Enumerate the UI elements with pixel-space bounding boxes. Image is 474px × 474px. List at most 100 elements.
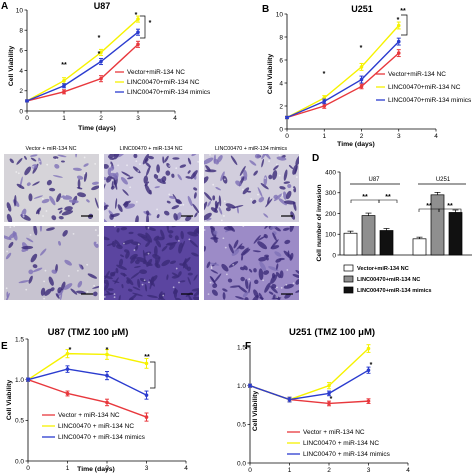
stained-cell — [168, 230, 174, 234]
stained-cell — [204, 176, 209, 184]
stained-cell — [171, 173, 175, 178]
stained-cell — [209, 262, 220, 266]
panel-b-legend-3: LINC00470+miR-134 mimics — [388, 97, 472, 104]
stained-cell — [149, 283, 152, 290]
panel-b-letter: B — [262, 4, 269, 15]
membrane-pore — [97, 208, 99, 211]
panel-e-star-3: ** — [144, 354, 150, 361]
stained-cell — [116, 264, 127, 271]
stained-cell — [276, 263, 279, 270]
x-tick-label: 1 — [322, 133, 326, 140]
stained-cell — [212, 195, 216, 201]
stained-cell — [122, 189, 129, 196]
panel-d-ylabel: Cell number of invasion — [316, 184, 323, 261]
stained-cell — [181, 240, 185, 249]
membrane-pore — [264, 177, 267, 180]
membrane-pore — [210, 267, 213, 270]
stained-cell — [115, 267, 119, 274]
panel-e-xlabel: Time (days) — [77, 466, 115, 473]
x-tick-label: 1 — [66, 465, 70, 472]
panel-b-title: U251 — [351, 4, 373, 14]
stained-cell — [18, 280, 30, 284]
stained-cell — [207, 200, 211, 207]
stained-cell — [21, 245, 34, 250]
stained-cell — [169, 260, 176, 265]
stained-cell — [49, 195, 56, 206]
panel-d-letter: D — [312, 153, 319, 164]
panel-a-star-3: * — [98, 51, 101, 58]
stained-cell — [240, 276, 245, 282]
series-line-3 — [26, 31, 139, 102]
panel-a-star-1: ** — [61, 62, 67, 69]
stained-cell — [32, 267, 43, 273]
stained-cell — [264, 226, 269, 229]
stained-cell — [128, 231, 134, 235]
stained-cell — [166, 274, 169, 281]
y-tick-label: 2 — [279, 103, 283, 110]
stained-cell — [52, 175, 63, 178]
stained-cell — [39, 226, 43, 232]
stained-cell — [130, 256, 137, 264]
membrane-pore — [83, 172, 86, 175]
stained-cell — [244, 297, 249, 300]
stained-cell — [70, 288, 78, 295]
stained-cell — [209, 275, 216, 284]
stained-cell — [173, 213, 178, 221]
stained-cell — [140, 235, 151, 243]
panel-a-legend-3: LINC00470+miR-134 mimics — [127, 89, 211, 96]
stained-cell — [162, 156, 165, 164]
stained-cell — [187, 276, 191, 285]
membrane-pore — [182, 203, 185, 206]
stained-cell — [295, 278, 299, 285]
series-line-3 — [286, 41, 400, 119]
membrane-pore — [220, 219, 223, 222]
legend-swatch-gray — [343, 275, 354, 283]
panel-a-star-4: * — [135, 12, 138, 19]
membrane-pore — [114, 226, 116, 228]
membrane-pore — [280, 286, 283, 289]
panel-b-star-3: * — [397, 17, 400, 24]
membrane-pore — [223, 178, 226, 181]
stained-cell — [193, 296, 199, 300]
membrane-pore — [94, 163, 97, 165]
membrane-pore — [147, 183, 150, 185]
stained-cell — [116, 227, 120, 233]
stained-cell — [110, 165, 115, 171]
panel-d-star-1: ** — [362, 194, 368, 201]
panel-a-letter: A — [1, 1, 8, 12]
stained-cell — [274, 226, 281, 232]
x-tick-label: 1 — [288, 467, 292, 474]
stained-cell — [147, 294, 158, 299]
stained-cell — [115, 198, 118, 209]
stained-cell — [145, 232, 153, 243]
panel-f-legend: Vector + miR-134 NC LINC00470 + miR-134 … — [287, 429, 391, 458]
stained-cell — [295, 155, 299, 166]
data-point — [366, 399, 371, 403]
stained-cell — [231, 248, 240, 256]
membrane-pore — [123, 242, 125, 245]
stained-cell — [276, 156, 287, 161]
stained-cell — [21, 208, 27, 217]
stained-cell — [182, 257, 187, 269]
stained-cell — [248, 281, 251, 294]
stained-cell — [213, 236, 218, 243]
stained-cell — [189, 239, 199, 248]
stained-cell — [247, 190, 252, 193]
panel-a-legend: Vector+miR-134 NC LINC00470+miR-134 NC L… — [115, 69, 211, 96]
membrane-pore — [188, 238, 191, 241]
panel-d-legend-3: LINC00470+miR-134 mimics — [357, 288, 431, 294]
stained-cell — [110, 185, 115, 190]
stained-cell — [211, 289, 218, 296]
stained-cell — [60, 195, 73, 200]
stained-cell — [239, 165, 246, 176]
stained-cell — [158, 296, 164, 300]
stained-cell — [33, 195, 43, 199]
stained-cell — [48, 187, 56, 192]
data-point — [248, 383, 252, 388]
membrane-pore — [117, 164, 120, 167]
membrane-pore — [22, 215, 25, 218]
stained-cell — [104, 217, 108, 222]
stained-cell — [163, 210, 170, 216]
membrane-pore — [32, 166, 34, 168]
